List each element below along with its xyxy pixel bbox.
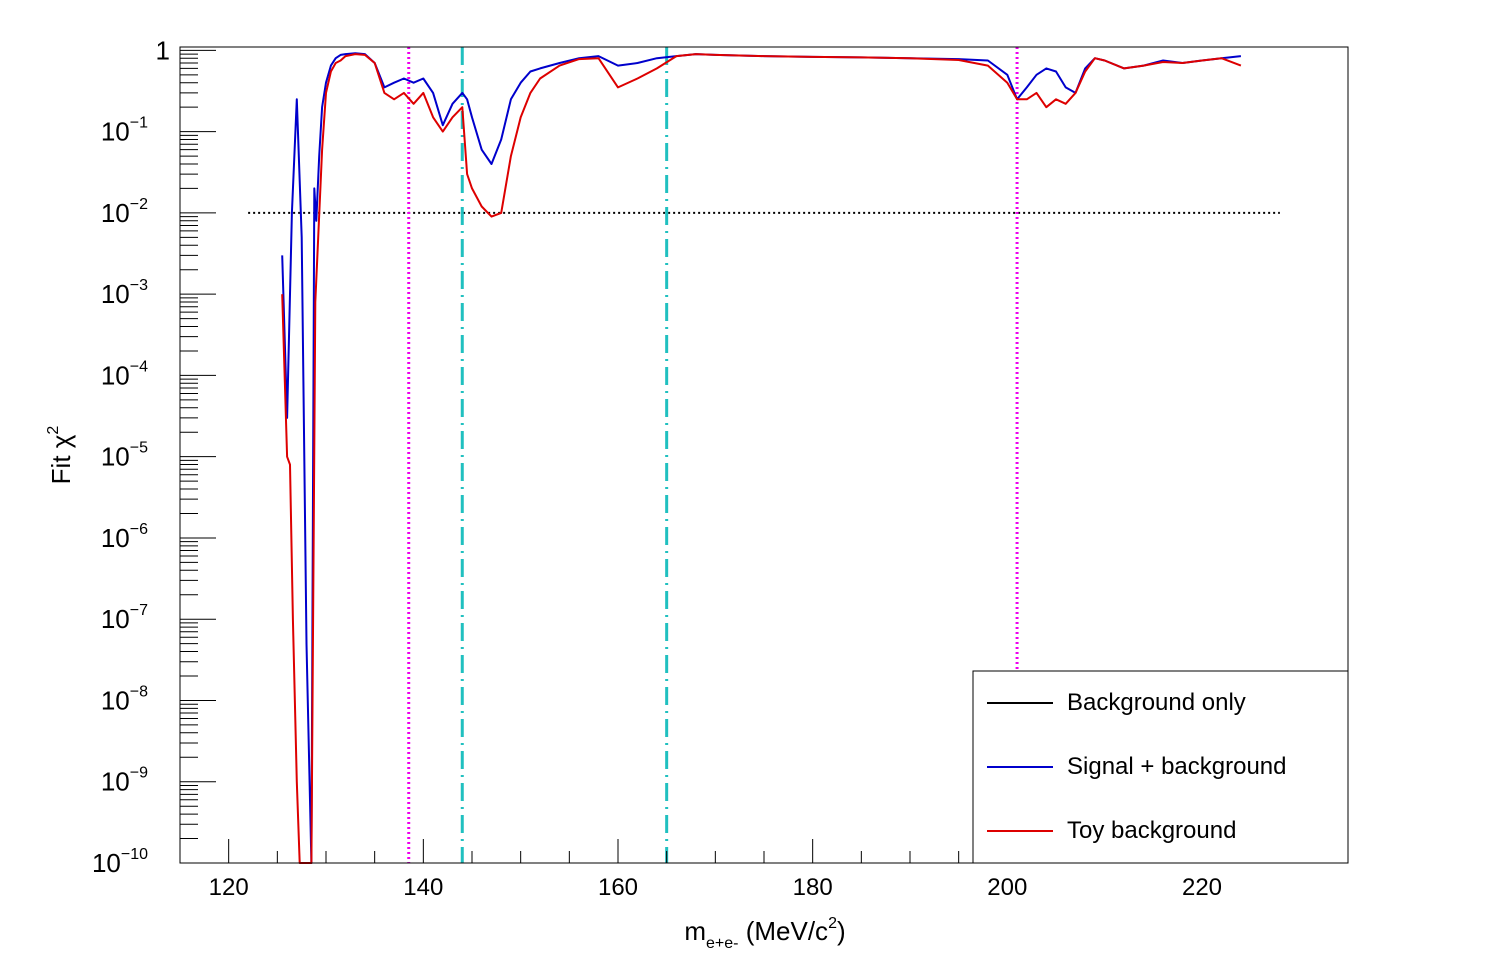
x-tick-label: 180 xyxy=(793,874,833,901)
x-axis: 120 140 160 180 200 220 xyxy=(209,839,1300,901)
legend-label-signal-background: Signal + background xyxy=(1067,753,1287,780)
y-axis-label-main: Fit χ xyxy=(46,434,76,484)
x-tick-label: 220 xyxy=(1182,874,1222,901)
x-axis-label-sup: 2 xyxy=(828,915,837,932)
y-tick-label: 1 xyxy=(156,35,170,65)
series-line-toy-background xyxy=(281,53,1242,864)
y-axis-label: Fit χ2 xyxy=(45,426,76,485)
x-axis-label-end: ) xyxy=(837,916,846,946)
x-tick-label: 120 xyxy=(209,874,249,901)
x-axis-label-main: m xyxy=(684,916,706,946)
x-axis-label-rest: (MeV/c xyxy=(738,916,828,946)
series-line-signal-background xyxy=(281,52,1242,864)
x-axis-label: me+e- (MeV/c2) xyxy=(684,915,845,952)
y-tick-label: 10−1 xyxy=(101,115,148,147)
x-tick-label: 160 xyxy=(598,874,638,901)
legend-label-toy-background: Toy background xyxy=(1067,817,1236,844)
y-axis-label-sup: 2 xyxy=(45,426,62,435)
x-axis-label-sub: e+e- xyxy=(706,935,738,952)
series-lines xyxy=(281,52,1242,864)
legend: Background only Signal + background Toy … xyxy=(972,670,1349,864)
legend-label-background-only: Background only xyxy=(1067,689,1246,716)
x-tick-label: 200 xyxy=(987,874,1027,901)
x-tick-label: 140 xyxy=(403,874,443,901)
